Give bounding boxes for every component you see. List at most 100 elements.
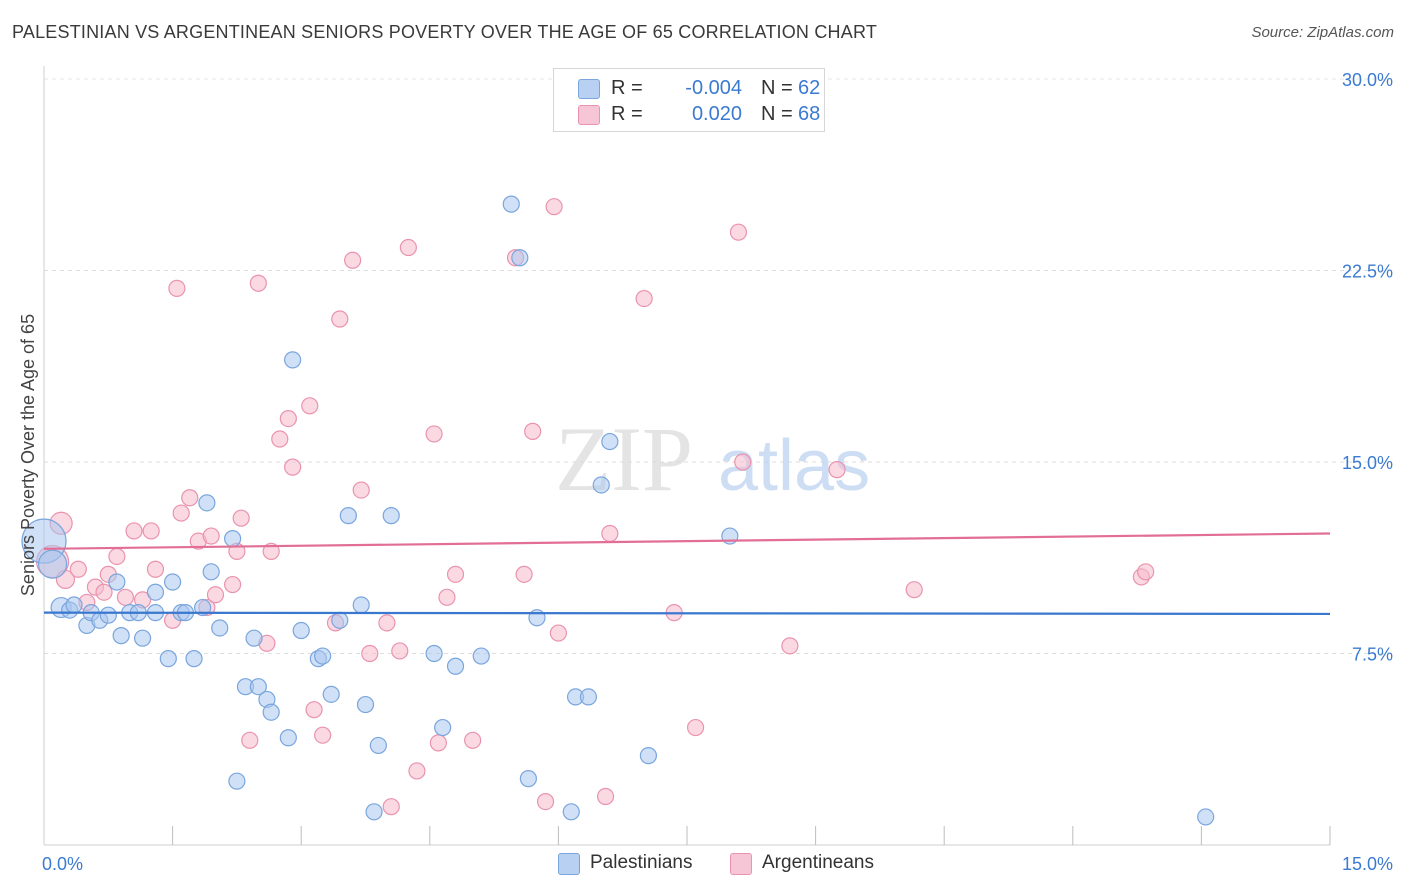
- palestinian-point: [446, 657, 465, 675]
- palestinian-point: [472, 647, 490, 665]
- chart-title: PALESTINIAN VS ARGENTINEAN SENIORS POVER…: [12, 22, 878, 42]
- y-tick-label: 7.5%: [1352, 645, 1393, 665]
- argentinean-point: [172, 504, 190, 522]
- y-tick-label: 30.0%: [1342, 70, 1393, 90]
- argentinean-point: [69, 560, 87, 578]
- legend-label-argentineans: Argentineans: [762, 852, 874, 873]
- blue-swatch: [558, 853, 580, 875]
- argentinean-point: [1137, 563, 1155, 581]
- n-value: 68: [798, 103, 821, 125]
- argentinean-point: [314, 726, 332, 744]
- legend-label-palestinians: Palestinians: [590, 852, 693, 873]
- palestinian-point: [314, 647, 332, 665]
- argentinean-point: [142, 522, 160, 540]
- argentinean-point: [284, 458, 302, 476]
- pink-swatch: [730, 853, 752, 875]
- tick-labels: 7.5% 15.0% 22.5% 30.0% 0.0% 15.0%: [42, 70, 1393, 874]
- argentinean-point: [438, 588, 456, 606]
- palestinian-point: [511, 249, 529, 267]
- palestinian-point: [262, 703, 280, 721]
- argentinean-point: [391, 642, 409, 660]
- palestinian-point: [194, 598, 212, 617]
- palestinian-point: [284, 351, 302, 369]
- argentinean-point: [635, 289, 653, 308]
- argentinean-point: [524, 422, 542, 440]
- argentinean-point: [536, 792, 555, 811]
- r-value: 0.020: [691, 103, 742, 125]
- palestinian-point: [112, 627, 130, 645]
- argentinean-point: [781, 637, 799, 655]
- argentinean-point: [425, 425, 443, 443]
- palestinian-point: [352, 596, 370, 614]
- argentineans-trend-line: [43, 532, 1331, 550]
- palestinian-point: [159, 650, 177, 668]
- argentinean-point: [116, 588, 135, 606]
- argentinean-point: [378, 614, 396, 632]
- palestinian-point: [339, 507, 357, 525]
- argentinean-point: [545, 198, 563, 216]
- palestinian-point: [562, 803, 580, 821]
- n-label: N =: [761, 103, 793, 125]
- palestinian-point: [133, 629, 152, 647]
- argentinean-point: [601, 524, 619, 543]
- palestinian-point: [164, 573, 182, 591]
- n-value: 62: [798, 77, 821, 99]
- r-label: R =: [611, 77, 643, 99]
- argentinean-point: [301, 397, 319, 415]
- argentinean-point: [446, 565, 465, 583]
- axes: [43, 66, 1331, 846]
- y-axis-label: Seniors Poverty Over the Age of 65: [18, 314, 38, 596]
- argentinean-point: [408, 762, 426, 780]
- argentinean-point: [232, 509, 250, 527]
- argentinean-point: [181, 489, 199, 507]
- argentinean-point: [331, 310, 349, 328]
- argentinean-point: [464, 731, 482, 749]
- argentinean-point: [905, 581, 923, 599]
- palestinians-points: [21, 85, 1215, 826]
- palestinian-point: [369, 736, 387, 755]
- n-label: N =: [761, 77, 793, 99]
- palestinian-point: [249, 678, 267, 696]
- palestinian-point: [322, 685, 340, 703]
- argentinean-point: [202, 527, 220, 545]
- palestinian-point: [434, 718, 452, 737]
- argentinean-point: [224, 575, 242, 594]
- grid-lines: [44, 78, 1392, 654]
- palestinian-point: [228, 772, 246, 790]
- palestinian-point: [331, 611, 349, 629]
- argentinean-point: [361, 644, 379, 663]
- x-tick-label: 0.0%: [42, 854, 83, 874]
- trend-lines: [43, 532, 1331, 616]
- argentinean-point: [125, 522, 143, 540]
- argentinean-point: [352, 481, 370, 499]
- argentinean-point: [95, 583, 113, 601]
- palestinian-point: [99, 606, 117, 624]
- argentinean-point: [429, 734, 447, 752]
- palestinian-point: [1197, 808, 1215, 826]
- palestinian-point: [185, 650, 203, 668]
- source-label: Source: ZipAtlas.com: [1251, 24, 1394, 41]
- r-value: -0.004: [685, 77, 742, 99]
- argentinean-point: [828, 461, 846, 479]
- palestinian-point: [224, 529, 242, 548]
- argentinean-point: [249, 274, 267, 292]
- watermark-zip: ZIP: [555, 408, 693, 510]
- y-tick-label: 15.0%: [1342, 453, 1393, 473]
- argentinean-point: [734, 453, 752, 471]
- argentinean-point: [279, 409, 297, 428]
- palestinian-point: [382, 507, 400, 525]
- argentinean-point: [549, 624, 568, 642]
- x-tick-label: 15.0%: [1342, 854, 1393, 874]
- palestinian-point: [365, 803, 383, 821]
- argentinean-point: [206, 586, 225, 604]
- palestinian-point: [279, 729, 297, 747]
- palestinians-trend-line: [43, 611, 1331, 616]
- watermark: ZIP atlas: [555, 408, 870, 510]
- argentinean-point: [399, 238, 417, 257]
- argentinean-point: [686, 718, 705, 737]
- palestinian-point: [65, 596, 83, 614]
- palestinian-point: [202, 563, 220, 581]
- y-tick-label: 22.5%: [1342, 262, 1393, 282]
- palestinian-point: [425, 644, 443, 663]
